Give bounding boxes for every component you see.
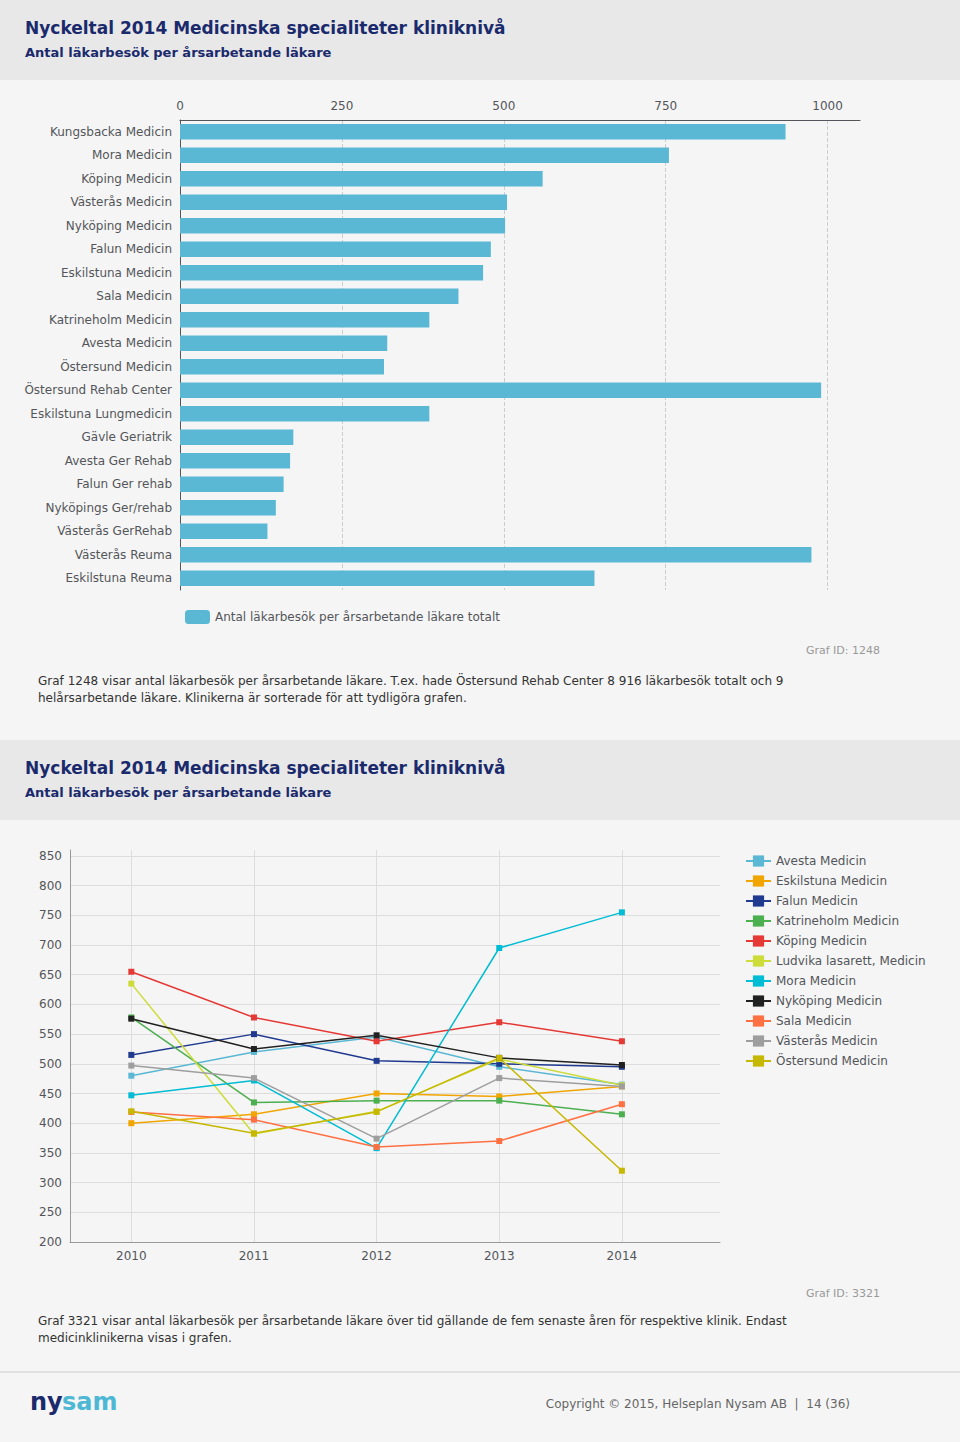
svg-text:Östersund Medicin: Östersund Medicin xyxy=(776,1052,888,1068)
svg-text:Graf 3321 visar antal läkarbes: Graf 3321 visar antal läkarbesök per års… xyxy=(38,1314,791,1328)
svg-text:Antal läkarbesök per årsarbeta: Antal läkarbesök per årsarbetande läkare xyxy=(25,45,332,60)
svg-text:650: 650 xyxy=(39,968,62,982)
svg-text:medicinklinikerna visas i graf: medicinklinikerna visas i grafen. xyxy=(38,1331,232,1345)
svg-text:0: 0 xyxy=(176,99,184,113)
svg-text:Nyköpings Ger/rehab: Nyköpings Ger/rehab xyxy=(46,501,172,515)
svg-text:2010: 2010 xyxy=(116,1249,147,1263)
svg-text:Västerås GerRehab: Västerås GerRehab xyxy=(57,524,172,538)
svg-text:Eskilstuna Medicin: Eskilstuna Medicin xyxy=(61,266,172,280)
svg-text:600: 600 xyxy=(39,997,62,1011)
svg-text:Antal läkarbesök per årsarbeta: Antal läkarbesök per årsarbetande läkare xyxy=(25,785,332,800)
svg-text:Graf 1248 visar antal läkarbes: Graf 1248 visar antal läkarbesök per års… xyxy=(38,672,787,688)
svg-text:Sala Medicin: Sala Medicin xyxy=(96,289,172,303)
svg-text:500: 500 xyxy=(39,1057,62,1071)
svg-text:Köping Medicin: Köping Medicin xyxy=(81,172,172,186)
svg-text:800: 800 xyxy=(39,879,62,893)
svg-text:Graf ID: 3321: Graf ID: 3321 xyxy=(806,1287,880,1300)
svg-text:700: 700 xyxy=(39,938,62,952)
svg-text:Falun Medicin: Falun Medicin xyxy=(90,242,172,256)
svg-text:Östersund Medicin: Östersund Medicin xyxy=(60,358,172,374)
svg-text:200: 200 xyxy=(39,1235,62,1249)
svg-text:helårsarbetande läkare. Klinik: helårsarbetande läkare. Klinikerna är so… xyxy=(38,691,467,705)
svg-text:Nyköping Medicin: Nyköping Medicin xyxy=(66,219,172,233)
svg-text:Avesta Ger Rehab: Avesta Ger Rehab xyxy=(65,454,172,468)
svg-text:Katrineholm Medicin: Katrineholm Medicin xyxy=(776,914,899,928)
svg-text:Eskilstuna Reuma: Eskilstuna Reuma xyxy=(65,571,172,585)
svg-text:Västerås Medicin: Västerås Medicin xyxy=(70,195,172,209)
svg-text:Sala Medicin: Sala Medicin xyxy=(776,1014,852,1028)
svg-text:Kungsbacka Medicin: Kungsbacka Medicin xyxy=(50,125,172,139)
svg-text:Falun Ger rehab: Falun Ger rehab xyxy=(76,477,172,491)
svg-text:2013: 2013 xyxy=(484,1249,515,1263)
svg-text:Avesta Medicin: Avesta Medicin xyxy=(776,854,866,868)
svg-text:Avesta Medicin: Avesta Medicin xyxy=(82,336,172,350)
svg-text:Ludvika lasarett, Medicin: Ludvika lasarett, Medicin xyxy=(776,954,926,968)
svg-text:Eskilstuna Medicin: Eskilstuna Medicin xyxy=(776,874,887,888)
svg-text:350: 350 xyxy=(39,1146,62,1160)
svg-text:250: 250 xyxy=(330,99,353,113)
svg-text:250: 250 xyxy=(39,1205,62,1219)
svg-text:300: 300 xyxy=(39,1176,62,1190)
svg-text:550: 550 xyxy=(39,1027,62,1041)
svg-text:Nyckeltal 2014 Medicinska spec: Nyckeltal 2014 Medicinska specialiteter … xyxy=(25,17,506,38)
svg-text:Nyköping Medicin: Nyköping Medicin xyxy=(776,994,882,1008)
svg-text:450: 450 xyxy=(39,1087,62,1101)
svg-text:Copyright © 2015, Helseplan Ny: Copyright © 2015, Helseplan Nysam AB | 1… xyxy=(546,1397,850,1411)
svg-text:Eskilstuna Lungmedicin: Eskilstuna Lungmedicin xyxy=(30,407,172,421)
svg-text:Gävle Geriatrik: Gävle Geriatrik xyxy=(81,430,172,444)
svg-text:Östersund Rehab Center: Östersund Rehab Center xyxy=(24,381,172,397)
svg-text:2011: 2011 xyxy=(239,1249,270,1263)
svg-text:1000: 1000 xyxy=(812,99,843,113)
svg-text:Falun Medicin: Falun Medicin xyxy=(776,894,858,908)
svg-text:2012: 2012 xyxy=(361,1249,392,1263)
svg-text:Nyckeltal 2014 Medicinska spec: Nyckeltal 2014 Medicinska specialiteter … xyxy=(25,757,506,778)
svg-text:Graf ID: 1248: Graf ID: 1248 xyxy=(806,644,880,657)
svg-text:500: 500 xyxy=(492,99,515,113)
svg-text:Antal läkarbesök per årsarbeta: Antal läkarbesök per årsarbetande läkare… xyxy=(215,610,500,624)
svg-text:ny: ny xyxy=(30,1388,63,1416)
svg-text:Västerås Medicin: Västerås Medicin xyxy=(776,1034,878,1048)
svg-text:Katrineholm Medicin: Katrineholm Medicin xyxy=(49,313,172,327)
svg-text:Mora Medicin: Mora Medicin xyxy=(92,148,172,162)
svg-text:750: 750 xyxy=(39,908,62,922)
svg-text:Mora Medicin: Mora Medicin xyxy=(776,974,856,988)
svg-text:750: 750 xyxy=(654,99,677,113)
svg-text:Västerås Reuma: Västerås Reuma xyxy=(75,548,172,562)
svg-text:Köping Medicin: Köping Medicin xyxy=(776,934,867,948)
svg-text:850: 850 xyxy=(39,849,62,863)
svg-text:sam: sam xyxy=(62,1388,118,1416)
svg-text:400: 400 xyxy=(39,1116,62,1130)
svg-text:2014: 2014 xyxy=(607,1249,638,1263)
